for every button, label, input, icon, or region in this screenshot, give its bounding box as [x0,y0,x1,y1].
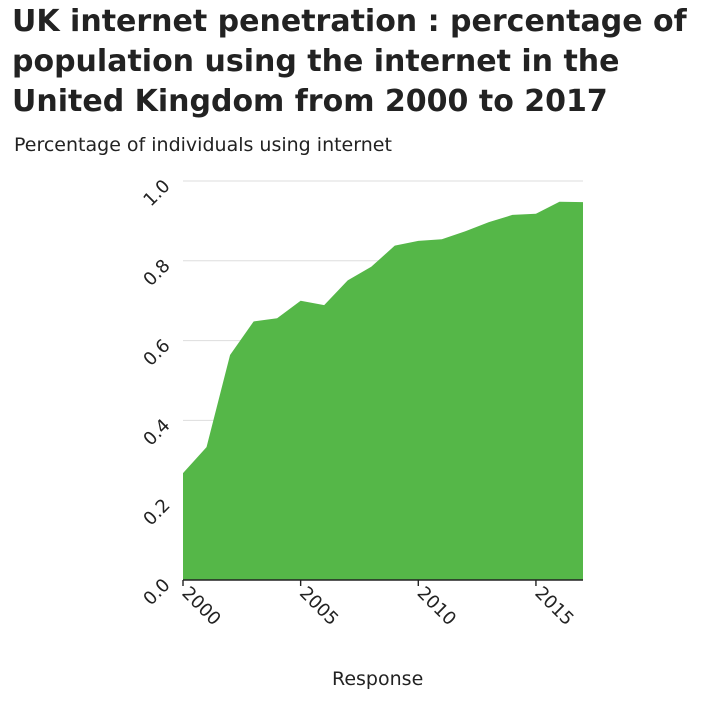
y-tick-label-1.0: 1.0 [139,176,174,211]
x-tick-label-2010: 2010 [413,583,460,630]
y-tick-label-0.2: 0.2 [139,495,174,530]
area-series [183,201,583,581]
axes [182,579,583,586]
x-axis-label: Response [332,668,424,690]
x-tick-label-2005: 2005 [295,583,342,630]
y-tick-label-0.8: 0.8 [139,255,174,290]
x-tick-label-2000: 2000 [177,583,224,630]
y-tick-label-0.6: 0.6 [139,335,174,370]
y-tick-label-0.0: 0.0 [139,575,174,610]
chart-title: UK internet penetration : percentage of … [12,4,687,119]
y-axis-label: Percentage of individuals using internet [14,134,392,156]
y-tick-label-0.4: 0.4 [139,415,174,450]
x-tick-label-2015: 2015 [530,583,577,630]
